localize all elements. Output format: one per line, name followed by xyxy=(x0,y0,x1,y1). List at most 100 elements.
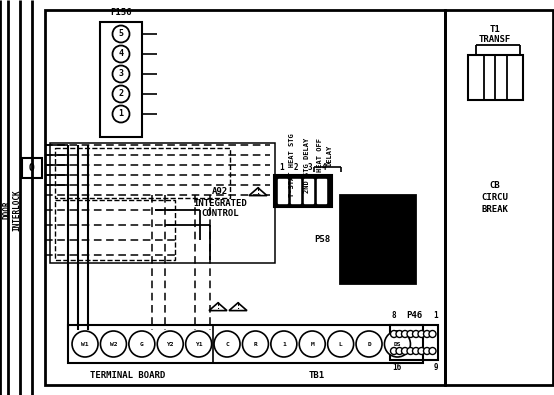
Circle shape xyxy=(390,199,406,215)
Bar xyxy=(55,148,230,198)
Bar xyxy=(278,179,287,203)
Bar xyxy=(68,325,423,363)
Text: 1: 1 xyxy=(433,311,438,320)
Text: 7: 7 xyxy=(396,243,401,252)
Circle shape xyxy=(407,348,414,354)
Text: DS: DS xyxy=(394,342,401,346)
Circle shape xyxy=(368,199,384,215)
Text: W1: W1 xyxy=(81,342,89,346)
Text: 5: 5 xyxy=(119,30,124,38)
Circle shape xyxy=(299,331,325,357)
Text: 9: 9 xyxy=(351,243,357,252)
Text: 4: 4 xyxy=(322,163,326,172)
Circle shape xyxy=(391,331,398,337)
Circle shape xyxy=(367,218,385,236)
Circle shape xyxy=(346,199,362,215)
Text: TERMINAL BOARD: TERMINAL BOARD xyxy=(90,371,166,380)
Circle shape xyxy=(345,238,363,256)
Text: 9: 9 xyxy=(433,363,438,372)
Bar xyxy=(340,195,415,283)
Circle shape xyxy=(356,331,382,357)
Text: TRANSF: TRANSF xyxy=(479,35,511,44)
Text: Y2: Y2 xyxy=(167,342,174,346)
Circle shape xyxy=(391,348,398,354)
Circle shape xyxy=(345,198,363,216)
Circle shape xyxy=(367,198,385,216)
Circle shape xyxy=(345,218,363,236)
Circle shape xyxy=(423,331,430,337)
Circle shape xyxy=(402,331,408,337)
Text: DOOR
INTERLOCK: DOOR INTERLOCK xyxy=(2,189,22,231)
Text: CIRCU: CIRCU xyxy=(481,192,509,201)
Text: HEAT OFF: HEAT OFF xyxy=(317,138,323,172)
Text: C: C xyxy=(225,342,229,346)
Text: P156: P156 xyxy=(110,8,132,17)
Circle shape xyxy=(390,259,406,275)
Text: INTEGRATED: INTEGRATED xyxy=(193,199,247,207)
Text: 4: 4 xyxy=(119,49,124,58)
Text: 8: 8 xyxy=(373,243,378,252)
Text: G: G xyxy=(140,342,143,346)
Bar xyxy=(50,143,275,263)
Bar xyxy=(291,179,300,203)
Bar xyxy=(45,10,445,385)
Circle shape xyxy=(346,239,362,255)
Circle shape xyxy=(157,331,183,357)
Circle shape xyxy=(243,331,269,357)
Text: R: R xyxy=(254,342,257,346)
Bar xyxy=(390,325,438,360)
Circle shape xyxy=(389,218,407,236)
Circle shape xyxy=(327,331,353,357)
Text: CB: CB xyxy=(490,181,500,190)
Text: BREAK: BREAK xyxy=(481,205,509,214)
Text: 5: 5 xyxy=(373,222,378,231)
Text: 2ND STG DELAY: 2ND STG DELAY xyxy=(304,137,310,193)
Text: L: L xyxy=(338,342,342,346)
Text: 6: 6 xyxy=(351,222,357,231)
Text: 1: 1 xyxy=(396,203,401,211)
Circle shape xyxy=(429,331,436,337)
Bar xyxy=(100,22,142,137)
Circle shape xyxy=(396,331,403,337)
Text: TB1: TB1 xyxy=(309,371,325,380)
Circle shape xyxy=(418,331,425,337)
Text: D: D xyxy=(367,342,371,346)
Text: 1: 1 xyxy=(373,263,378,271)
Bar xyxy=(468,55,523,100)
Circle shape xyxy=(368,219,384,235)
Circle shape xyxy=(413,348,419,354)
Text: !: ! xyxy=(235,303,240,312)
Circle shape xyxy=(112,105,130,122)
Text: W2: W2 xyxy=(110,342,117,346)
Circle shape xyxy=(390,239,406,255)
Circle shape xyxy=(129,331,155,357)
Bar xyxy=(22,158,42,178)
Circle shape xyxy=(100,331,126,357)
Text: 3: 3 xyxy=(119,70,124,79)
Circle shape xyxy=(429,348,436,354)
Bar xyxy=(445,10,553,385)
Text: CONTROL: CONTROL xyxy=(201,209,239,218)
Circle shape xyxy=(345,258,363,276)
Text: 2: 2 xyxy=(294,163,298,172)
Circle shape xyxy=(389,258,407,276)
Text: DELAY: DELAY xyxy=(327,145,333,166)
Text: 4: 4 xyxy=(396,222,401,231)
Bar xyxy=(317,179,326,203)
Circle shape xyxy=(407,331,414,337)
Text: 16: 16 xyxy=(392,363,401,372)
Circle shape xyxy=(396,348,403,354)
Text: M: M xyxy=(310,342,314,346)
Circle shape xyxy=(367,258,385,276)
Circle shape xyxy=(367,238,385,256)
Text: !: ! xyxy=(255,188,260,196)
Text: 3: 3 xyxy=(307,163,312,172)
Text: A92: A92 xyxy=(212,188,228,196)
Text: 1: 1 xyxy=(280,163,284,172)
Circle shape xyxy=(384,331,411,357)
Text: 2: 2 xyxy=(373,203,378,211)
Text: P46: P46 xyxy=(406,311,422,320)
Circle shape xyxy=(112,85,130,102)
Circle shape xyxy=(390,219,406,235)
Circle shape xyxy=(112,26,130,43)
